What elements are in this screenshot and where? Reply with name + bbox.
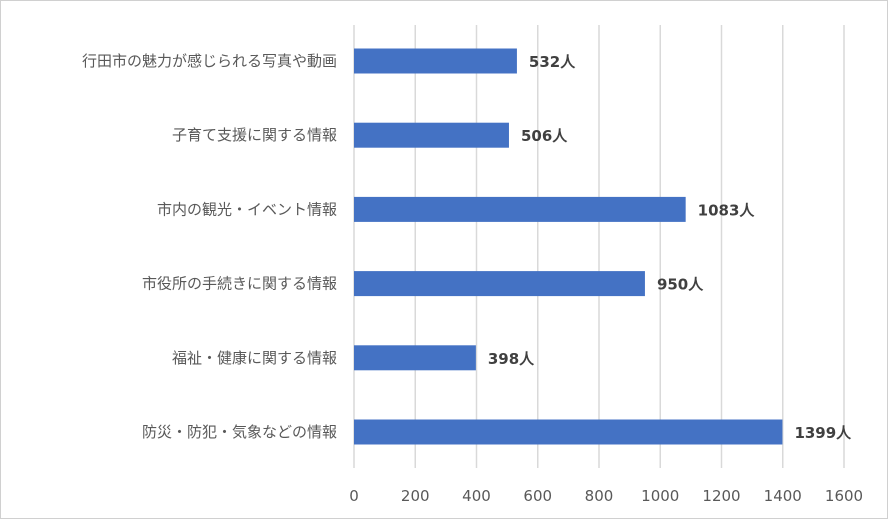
bar: [354, 419, 783, 445]
bar: [354, 345, 476, 371]
bar: [354, 48, 517, 74]
data-label: 532人: [529, 53, 576, 71]
data-labels: 532人 506人 1083人 950人 398人 1399人: [488, 53, 852, 442]
x-tick-label: 1200: [702, 487, 740, 505]
bar: [354, 196, 686, 222]
x-tick-label: 1400: [764, 487, 802, 505]
x-tick-label: 0: [349, 487, 359, 505]
data-label: 950人: [657, 276, 704, 294]
data-label: 506人: [521, 127, 568, 145]
category-label: 防災・防犯・気象などの情報: [142, 423, 337, 441]
x-tick-label: 200: [401, 487, 430, 505]
bar: [354, 122, 509, 148]
gridlines: [353, 25, 845, 468]
data-label: 398人: [488, 350, 535, 368]
x-axis-tick-labels: 0 200 400 600 800 1000 1200 1400 1600: [349, 487, 863, 505]
category-label: 市役所の手続きに関する情報: [142, 275, 337, 293]
x-tick-label: 800: [585, 487, 614, 505]
category-label: 行田市の魅力が感じられる写真や動画: [82, 52, 337, 70]
category-label: 子育て支援に関する情報: [172, 126, 337, 144]
x-tick-label: 1600: [825, 487, 863, 505]
category-labels: 行田市の魅力が感じられる写真や動画子育て支援に関する情報市内の観光・イベント情報…: [82, 52, 337, 441]
data-label: 1083人: [698, 201, 756, 219]
bars: [354, 48, 783, 445]
x-tick-label: 400: [462, 487, 491, 505]
data-label: 1399人: [794, 424, 852, 442]
x-tick-label: 1000: [641, 487, 679, 505]
category-label: 福祉・健康に関する情報: [172, 349, 337, 367]
category-label: 市内の観光・イベント情報: [157, 200, 337, 218]
bar: [354, 271, 645, 297]
x-tick-label: 600: [523, 487, 552, 505]
